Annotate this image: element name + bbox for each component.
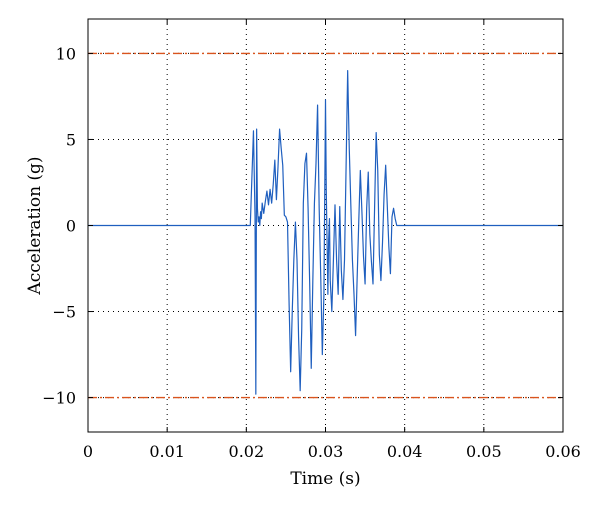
- x-tick-label: 0.06: [545, 442, 581, 461]
- acceleration-series-line: [88, 70, 563, 395]
- x-tick-label: 0.04: [387, 442, 423, 461]
- y-tick-label: 0: [66, 217, 76, 236]
- x-tick-label: 0.03: [308, 442, 344, 461]
- y-axis-label: Acceleration (g): [25, 156, 45, 295]
- y-tick-labels: −10 −5 0 5 10: [42, 44, 76, 407]
- x-tick-label: 0.05: [466, 442, 502, 461]
- series-layer: [88, 70, 563, 395]
- axis-ticks: [87, 19, 564, 432]
- x-tick-label: 0: [83, 442, 93, 461]
- x-axis-label: Time (s): [290, 469, 360, 489]
- y-tick-label: 10: [56, 44, 76, 63]
- y-tick-label: −10: [42, 389, 76, 408]
- x-tick-label: 0.02: [229, 442, 265, 461]
- x-tick-label: 0.01: [149, 442, 185, 461]
- y-tick-label: −5: [52, 303, 76, 322]
- x-tick-labels: 0 0.01 0.02 0.03 0.04 0.05 0.06: [83, 442, 581, 461]
- reference-lines: [88, 52, 563, 399]
- y-tick-label: 5: [66, 130, 76, 149]
